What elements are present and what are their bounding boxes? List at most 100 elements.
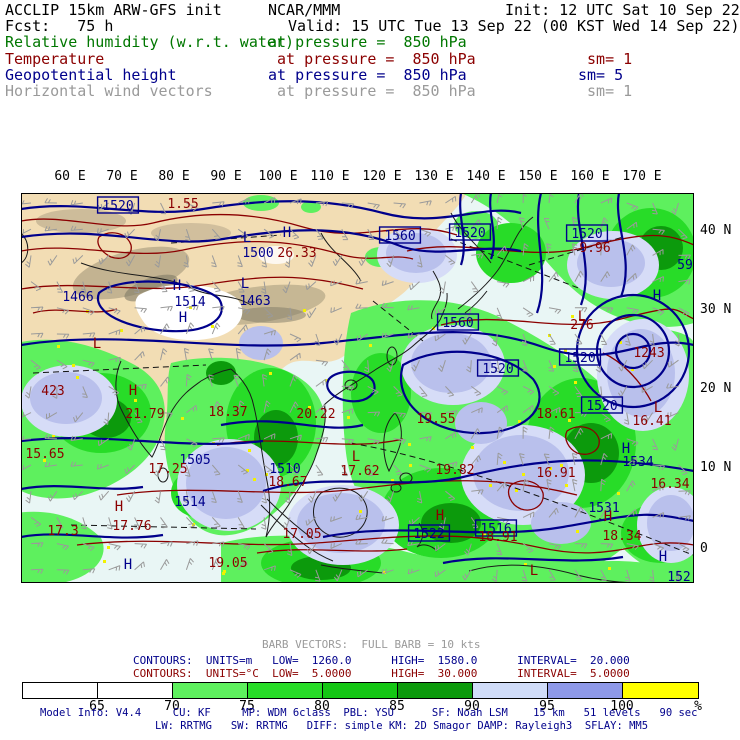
field-wind-label: Horizontal wind vectors: [5, 82, 213, 100]
forecast-hour: Fcst: 75 h: [5, 17, 114, 35]
rh-max-dot: [52, 435, 55, 438]
rh-max-dot: [503, 461, 506, 464]
y-axis-tick: 10 N: [700, 460, 732, 475]
temperature-value-label: 18.34: [602, 529, 641, 544]
field-hgt-level: at pressure = 850 hPa: [268, 66, 467, 84]
height-label-box: [436, 313, 480, 331]
colorbar-segment: [323, 683, 398, 698]
temperature-value-label: 17.62: [340, 464, 379, 479]
height-contour-label: 1560: [442, 316, 473, 331]
height-value-label: 1534: [622, 455, 653, 470]
temperature-value-label: 15.65: [25, 447, 64, 462]
low-marker: L: [93, 336, 101, 352]
temperature-value-label: 19.05: [208, 556, 247, 571]
rh-max-dot: [211, 325, 214, 328]
height-value-label: 1514: [174, 295, 205, 310]
high-marker: H: [659, 549, 667, 565]
height-label-box: [565, 224, 609, 242]
height-contour-label: 1520: [454, 226, 485, 241]
rh-max-dot: [347, 416, 350, 419]
height-label-box: [580, 396, 624, 414]
height-label-box: [558, 348, 602, 366]
rh-max-dot: [549, 467, 552, 470]
rh-max-dot: [246, 469, 249, 472]
colorbar-tick: 95: [539, 699, 555, 714]
rh-colorbar: [22, 682, 699, 699]
temperature-value-label: 18.61: [536, 407, 575, 422]
height-value-label: 1510: [269, 462, 300, 477]
rh-max-dot: [103, 560, 106, 563]
temperature-value-label: 17.76: [112, 519, 151, 534]
temperature-value-label: 20.22: [296, 407, 335, 422]
height-label-box: [407, 524, 451, 542]
rh-max-dot: [222, 572, 225, 575]
x-axis-tick: 90 E: [210, 169, 242, 184]
height-label-box: [476, 359, 520, 377]
height-value-label: 1463: [239, 294, 270, 309]
map-border: [21, 193, 694, 583]
wind-barbs: [21, 193, 691, 583]
height-value-label: 152: [667, 570, 690, 583]
height-contours: [21, 193, 694, 565]
temperature-value-label: 276: [570, 318, 593, 333]
high-marker: H: [436, 508, 444, 524]
temperature-value-label: 17.25: [148, 462, 187, 477]
rh-max-dot: [571, 315, 574, 318]
height-value-label: 1500: [242, 246, 273, 261]
x-axis-tick: 60 E: [54, 169, 86, 184]
x-axis-tick: 100 E: [258, 169, 298, 184]
low-marker: L: [243, 230, 251, 246]
rh-max-dot: [72, 364, 75, 367]
rh-max-dot: [564, 349, 567, 352]
rh-max-dot: [325, 379, 328, 382]
rh-shading-lavender: [30, 233, 694, 553]
low-marker: L: [352, 449, 360, 465]
height-value-label: 1505: [179, 453, 210, 468]
field-hgt-smooth: sm= 5: [578, 66, 624, 84]
height-label-box: [474, 519, 518, 537]
title-center: NCAR/MMM: [268, 1, 341, 19]
x-axis-tick: 150 E: [518, 169, 558, 184]
height-label-box: [96, 196, 140, 214]
valid-time: Valid: 15 UTC Tue 13 Sep 22 (00 KST Wed …: [288, 17, 740, 35]
rh-max-dot: [574, 381, 577, 384]
colorbar-tick: 65: [89, 699, 105, 714]
temp-contour-legend: CONTOURS: UNITS=°C LOW= 5.0000 HIGH= 30.…: [133, 667, 630, 680]
rh-max-dot: [223, 570, 226, 573]
field-temp-smooth: sm= 1: [578, 50, 633, 68]
temperature-value-label: 1.55: [167, 197, 198, 212]
rh-max-dot: [57, 345, 60, 348]
y-axis-tick: 30 N: [700, 302, 732, 317]
rh-max-dot: [43, 459, 46, 462]
x-axis-tick: 170 E: [622, 169, 662, 184]
temperature-value-label: 16.34: [650, 477, 689, 492]
height-contour-label: 1520: [482, 362, 513, 377]
temperature-value-label: 16.41: [632, 414, 671, 429]
colorbar-tick: 90: [464, 699, 480, 714]
colorbar-segment: [23, 683, 98, 698]
temperature-value-label: 17.05: [282, 527, 321, 542]
colorbar-segment: [623, 683, 698, 698]
height-contour-label: 1520: [571, 227, 602, 242]
colorbar-segment: [398, 683, 473, 698]
colorbar-segment: [548, 683, 623, 698]
height-value-label: 1514: [174, 495, 205, 510]
height-value-label: 1531: [588, 501, 619, 516]
temperature-value-label: 18.91: [478, 530, 517, 545]
rh-max-dot: [76, 376, 79, 379]
rh-max-dot: [518, 420, 521, 423]
height-contour-label: 1520: [102, 199, 133, 214]
low-marker: L: [530, 563, 538, 579]
rh-max-dot: [483, 533, 486, 536]
high-marker: H: [124, 557, 132, 573]
rh-max-dot: [303, 309, 306, 312]
rh-max-dot: [253, 478, 256, 481]
rh-max-dot: [107, 546, 110, 549]
y-axis-tick: 40 N: [700, 223, 732, 238]
rh-max-dot: [617, 492, 620, 495]
x-axis-tick: 120 E: [362, 169, 402, 184]
high-marker: H: [179, 310, 187, 326]
temperature-value-label: 19.82: [435, 463, 474, 478]
field-wind-level: at pressure = 850 hPa: [268, 82, 476, 100]
